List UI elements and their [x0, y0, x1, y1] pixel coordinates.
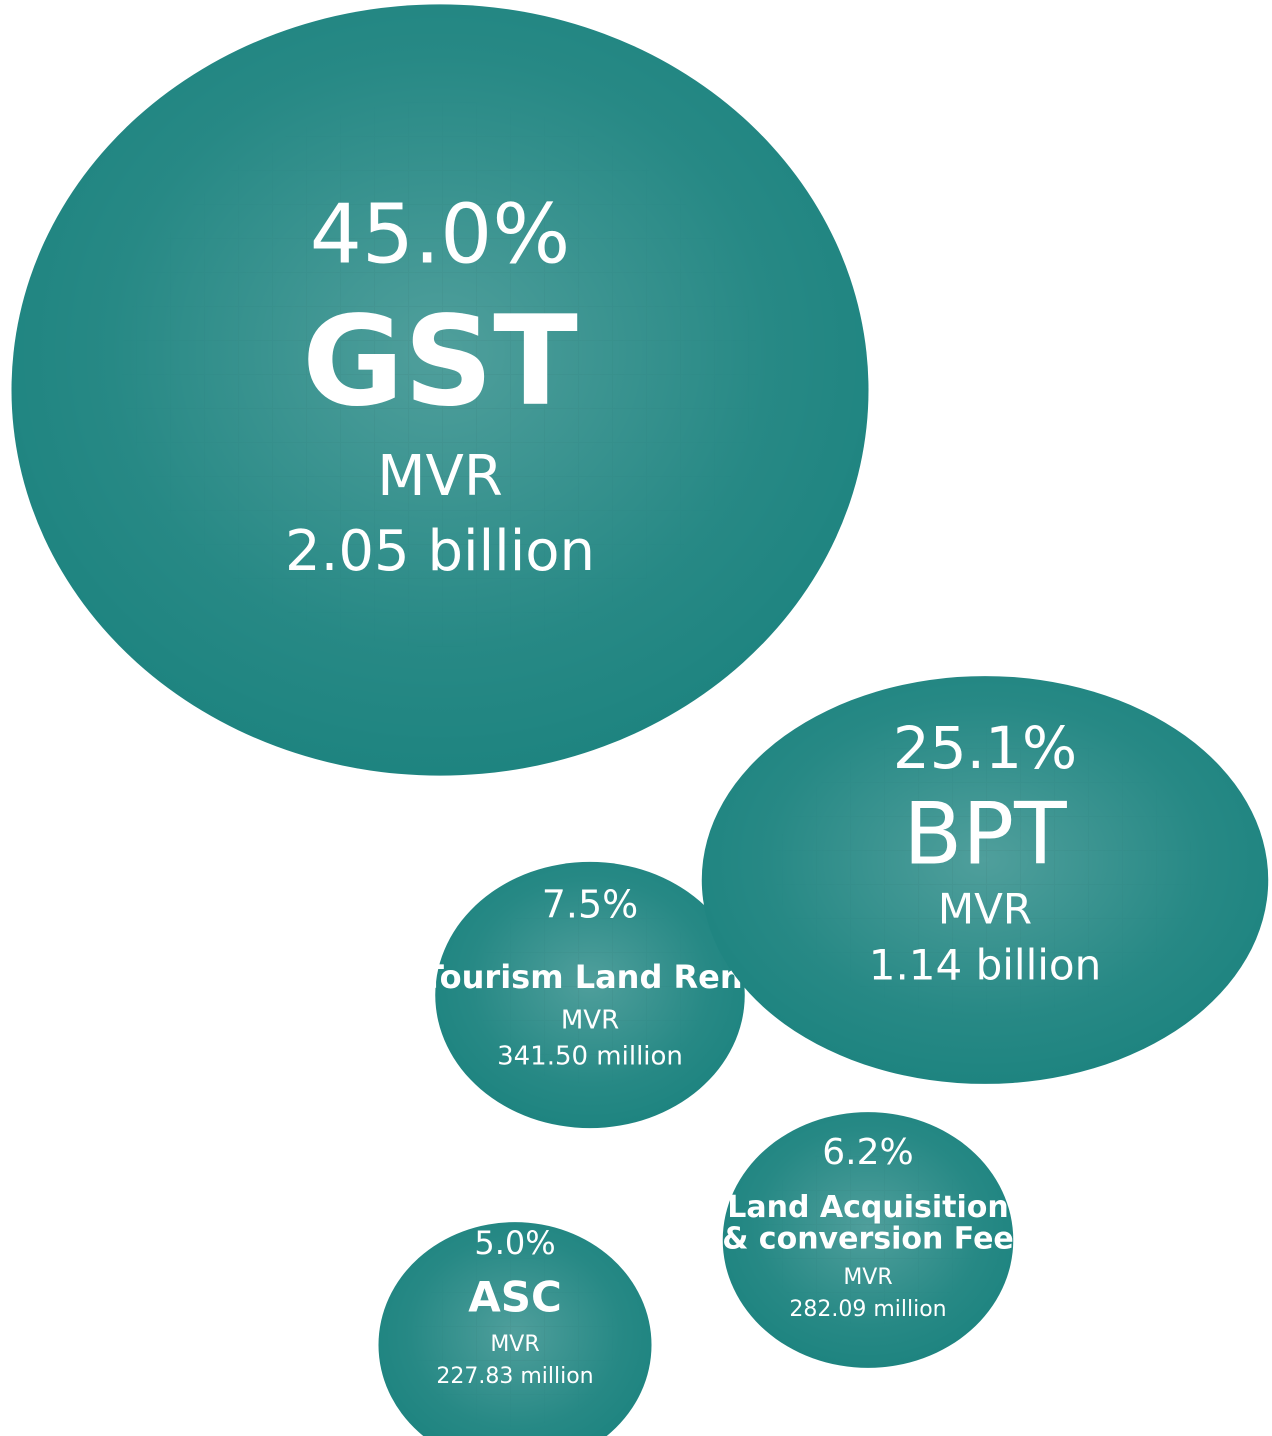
percent-label: 5.0%	[474, 1224, 555, 1262]
amount-label: 282.09 million	[789, 1297, 946, 1322]
bubble-glow	[701, 676, 1269, 1084]
amount-label: 1.14 billion	[869, 941, 1102, 990]
percent-label: 25.1%	[893, 714, 1077, 782]
unit-label: MVR	[490, 1332, 539, 1357]
unit-label: MVR	[377, 444, 503, 509]
category-line: & conversion Fee	[722, 1221, 1014, 1256]
percent-label: 45.0%	[310, 187, 571, 282]
amount-label: 227.83 million	[436, 1364, 593, 1389]
category-label: GST	[302, 290, 578, 434]
category-line: Land Acquisition	[727, 1190, 1008, 1225]
category-label: Land Acquisition & conversion Fee	[722, 1190, 1014, 1257]
unit-label: MVR	[561, 1006, 619, 1036]
category-label: ASC	[468, 1273, 562, 1322]
bubble-group: 6.2% Land Acquisition & conversion Fee MVR 2…	[722, 1112, 1014, 1368]
amount-label: 2.05 billion	[285, 519, 595, 584]
unit-label: MVR	[843, 1265, 892, 1290]
category-label: BPT	[903, 784, 1067, 884]
percent-label: 7.5%	[542, 883, 639, 927]
unit-label: MVR	[938, 885, 1032, 934]
bubble-glow	[11, 4, 869, 776]
bubble-glow	[435, 861, 745, 1129]
bubble-group: 5.0% ASC MVR 227.83 million	[378, 1222, 652, 1436]
amount-label: 341.50 million	[497, 1042, 683, 1072]
percent-label: 6.2%	[822, 1132, 913, 1173]
bubble-glow	[378, 1222, 652, 1436]
bubble-group: 7.5% Tourism Land Rent MVR 341.50 million	[422, 861, 758, 1129]
category-label: Tourism Land Rent	[422, 958, 758, 996]
bubble-glow	[722, 1112, 1014, 1368]
bubble-group: 45.0%GST MVR 2.05 billion	[11, 4, 869, 776]
